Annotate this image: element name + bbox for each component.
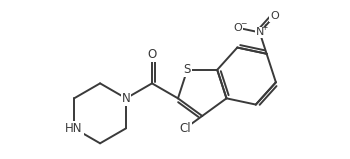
Text: +: + (261, 23, 268, 32)
Text: N: N (256, 27, 264, 37)
Text: O: O (147, 48, 157, 61)
Text: Cl: Cl (180, 122, 191, 135)
Text: S: S (183, 63, 191, 76)
Text: −: − (240, 19, 246, 28)
Text: O: O (270, 11, 279, 21)
Text: N: N (122, 92, 131, 105)
Text: HN: HN (65, 122, 83, 135)
Text: O: O (233, 23, 242, 33)
